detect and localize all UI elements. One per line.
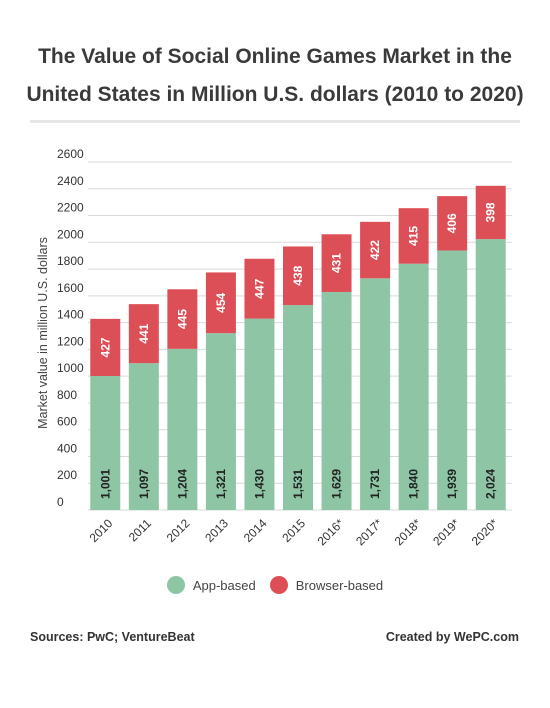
data-label-app-based: 1,731 — [368, 469, 382, 499]
x-tick-label: 2015 — [279, 516, 308, 545]
data-label-app-based: 1,001 — [98, 469, 112, 499]
data-label-browser-based: 447 — [252, 278, 266, 298]
x-tick-label: 2014 — [241, 516, 270, 545]
y-tick-label: 800 — [57, 388, 77, 402]
data-label-browser-based: 454 — [214, 292, 228, 312]
bar-browser-based — [283, 246, 313, 306]
data-label-app-based: 1,531 — [291, 469, 305, 499]
bar-browser-based — [321, 234, 352, 292]
data-label-browser-based: 398 — [484, 202, 498, 222]
chart-title-line-1: The Value of Social Online Games Market … — [38, 45, 512, 68]
y-tick-label: 200 — [57, 468, 77, 482]
chart-title: The Value of Social Online Games Market … — [0, 38, 550, 114]
bar-browser-based — [437, 196, 468, 251]
title-divider — [30, 120, 520, 123]
data-label-app-based: 1,939 — [445, 469, 459, 499]
x-tick-label: 2018* — [392, 516, 424, 548]
sources-note: Sources: PwC; VentureBeat — [30, 630, 195, 644]
y-tick-label: 2200 — [57, 201, 84, 215]
legend-label-browser-based: Browser-based — [295, 577, 384, 593]
y-tick-label: 0 — [57, 495, 64, 509]
data-label-app-based: 2,024 — [484, 469, 498, 499]
x-tick-label: 2010 — [87, 516, 116, 545]
x-tick-label: 2011 — [126, 516, 154, 544]
bar-app-based — [90, 376, 121, 510]
data-label-browser-based: 445 — [175, 309, 189, 329]
data-label-app-based: 1,204 — [175, 469, 189, 499]
data-label-app-based: 1,840 — [407, 469, 421, 499]
data-label-app-based: 1,430 — [252, 469, 266, 499]
y-tick-label: 1800 — [57, 254, 84, 268]
data-label-app-based: 1,629 — [330, 469, 344, 499]
data-label-browser-based: 431 — [330, 253, 344, 273]
chart-legend: App-based Browser-based — [0, 576, 550, 594]
bar-chart: 0 200 400 600 800 1000 1200 1400 1600 1800 2000 220… — [36, 147, 512, 548]
y-tick-label: 1400 — [57, 308, 84, 322]
bar-app-based — [167, 348, 198, 510]
legend-item-app-based: App-based — [166, 576, 256, 594]
data-label-browser-based: 427 — [98, 337, 112, 357]
bar-browser-based — [90, 318, 121, 377]
x-tick-label: 2013 — [202, 516, 231, 545]
x-tick-label: 2016* — [315, 516, 347, 548]
bar-app-based — [283, 305, 313, 510]
y-tick-label: 1200 — [57, 334, 84, 348]
bar-browser-based — [475, 185, 506, 240]
data-label-browser-based: 441 — [137, 323, 151, 343]
bar-browser-based — [398, 208, 429, 264]
bar-browser-based — [128, 304, 159, 364]
x-tick-label: 2012 — [164, 516, 193, 545]
y-tick-label: 400 — [57, 441, 77, 455]
data-label-browser-based: 406 — [445, 213, 459, 233]
bar-app-based — [437, 250, 468, 511]
chart-title-line-2: United States in Million U.S. dollars (2… — [26, 83, 524, 106]
y-tick-label: 2000 — [57, 227, 84, 241]
bar-app-based — [205, 333, 236, 510]
legend-label-app-based: App-based — [192, 577, 256, 593]
y-axis-label: Market value in million U.S. dollars — [36, 237, 50, 429]
bar-app-based — [398, 263, 429, 510]
bar-browser-based — [360, 221, 391, 279]
bar-app-based — [475, 239, 506, 510]
bar-browser-based — [205, 272, 236, 334]
bar-app-based — [360, 278, 391, 510]
data-label-browser-based: 415 — [407, 226, 421, 246]
bar-app-based — [244, 318, 275, 510]
data-label-browser-based: 438 — [291, 265, 305, 285]
credit-note: Created by WePC.com — [385, 630, 519, 644]
x-tick-label: 2019* — [430, 516, 462, 548]
y-tick-label: 600 — [57, 415, 77, 429]
bar-app-based — [128, 363, 159, 510]
y-tick-label: 1000 — [57, 361, 84, 375]
x-tick-label: 2020* — [469, 516, 501, 548]
data-label-app-based: 1,097 — [137, 469, 151, 499]
legend-swatch-browser-based — [269, 576, 288, 594]
legend-swatch-app-based — [166, 576, 185, 594]
bar-browser-based — [167, 289, 198, 349]
data-label-app-based: 1,321 — [214, 469, 228, 499]
y-tick-label: 2600 — [57, 147, 84, 161]
y-tick-label: 2400 — [57, 174, 84, 188]
y-tick-label: 1600 — [57, 281, 84, 295]
bar-browser-based — [244, 258, 275, 319]
x-tick-label: 2017* — [353, 516, 385, 548]
data-label-browser-based: 422 — [368, 240, 382, 260]
bar-app-based — [321, 291, 352, 510]
legend-item-browser-based: Browser-based — [269, 576, 384, 594]
